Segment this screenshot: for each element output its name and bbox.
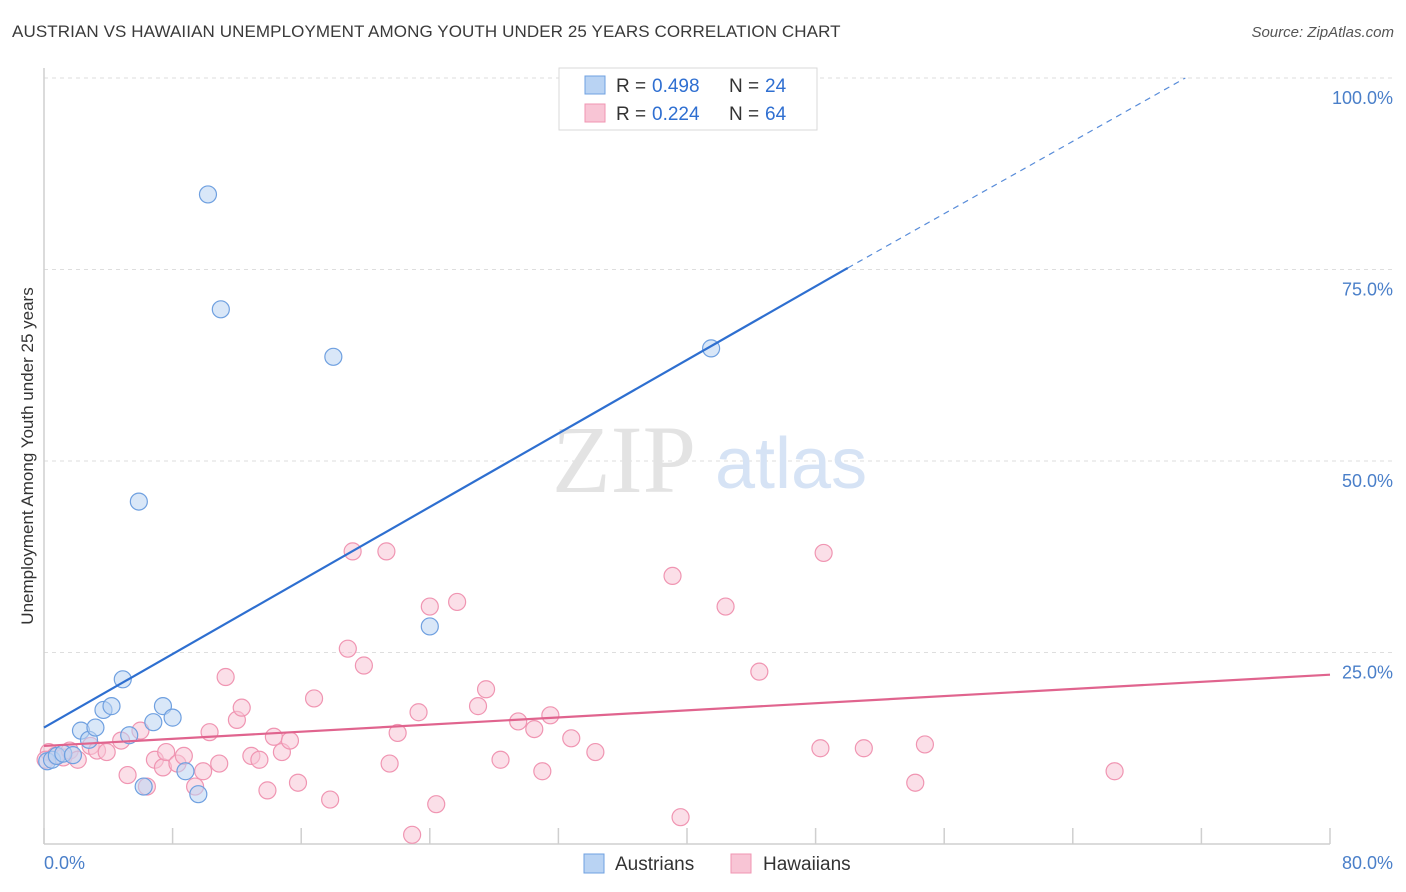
hawaiians-point-55 bbox=[716, 597, 735, 616]
hawaiians-point-21 bbox=[216, 667, 235, 687]
austrians-point-22 bbox=[420, 617, 439, 636]
bottom-legend-label-austrians: Austrians bbox=[615, 854, 694, 875]
austrians-point-12 bbox=[129, 492, 148, 511]
series-austrians-points bbox=[38, 185, 721, 804]
series-legend: Austrians Hawaiians bbox=[583, 853, 851, 875]
bottom-legend-label-hawaiians: Hawaiians bbox=[763, 854, 851, 875]
y-tick-label-50: 50.0% bbox=[1342, 471, 1393, 491]
trend-lines bbox=[43, 77, 1331, 748]
hawaiians-point-43 bbox=[448, 592, 467, 612]
hawaiians-point-44 bbox=[468, 697, 488, 716]
austrians-point-19 bbox=[198, 185, 218, 204]
austrians-point-16 bbox=[163, 708, 182, 727]
hawaiians-point-40 bbox=[409, 703, 428, 722]
austrians-point-4 bbox=[63, 746, 83, 765]
hawaiians-point-54 bbox=[671, 808, 690, 827]
hawaiians-point-53 bbox=[663, 566, 682, 586]
hawaiians-point-61 bbox=[915, 735, 935, 754]
legend-n-label-austrians: N = bbox=[729, 76, 759, 97]
hawaiians-point-14 bbox=[157, 742, 176, 762]
hawaiians-point-27 bbox=[264, 727, 283, 746]
hawaiians-point-41 bbox=[420, 597, 439, 616]
legend-n-value-austrians: 24 bbox=[765, 76, 787, 97]
hawaiians-point-29 bbox=[280, 731, 300, 750]
austrians-point-11 bbox=[120, 726, 139, 745]
austrians-point-7 bbox=[86, 718, 105, 737]
hawaiians-point-47 bbox=[509, 712, 528, 731]
hawaiians-point-35 bbox=[354, 656, 373, 675]
hawaiians-point-33 bbox=[338, 639, 357, 658]
y-axis-label: Unemployment Among Youth under 25 years bbox=[18, 287, 37, 624]
hawaiians-point-16 bbox=[174, 746, 193, 766]
hawaiians-point-25 bbox=[250, 750, 269, 769]
hawaiians-point-39 bbox=[403, 825, 422, 844]
austrians-point-17 bbox=[176, 762, 195, 781]
hawaiians-point-20 bbox=[210, 754, 229, 773]
legend-r-value-austrians: 0.498 bbox=[652, 76, 700, 97]
austrians-point-20 bbox=[211, 300, 230, 319]
hawaiians-point-38 bbox=[388, 723, 407, 743]
austrians-point-13 bbox=[134, 777, 153, 796]
legend-n-value-hawaiians: 64 bbox=[765, 104, 787, 125]
hawaiians-point-51 bbox=[562, 729, 581, 748]
hawaiians-point-26 bbox=[258, 781, 277, 800]
hawaiians-point-36 bbox=[377, 542, 396, 561]
hawaiians-point-60 bbox=[906, 773, 925, 792]
austrians-trend-extension bbox=[847, 77, 1186, 269]
hawaiians-point-52 bbox=[586, 742, 605, 762]
watermark-atlas: atlas bbox=[715, 424, 867, 504]
hawaiians-point-31 bbox=[304, 689, 324, 708]
hawaiians-point-23 bbox=[232, 698, 251, 717]
y-tick-label-75: 75.0% bbox=[1342, 280, 1393, 300]
y-tick-labels: 100.0% 75.0% 50.0% 25.0% bbox=[1332, 88, 1393, 683]
chart-source: Source: ZipAtlas.com bbox=[1251, 24, 1394, 41]
y-tick-label-25: 25.0% bbox=[1342, 663, 1393, 683]
hawaiians-point-7 bbox=[97, 742, 116, 762]
hawaiians-point-42 bbox=[427, 795, 446, 814]
chart-title: AUSTRIAN VS HAWAIIAN UNEMPLOYMENT AMONG … bbox=[12, 22, 841, 41]
hawaiians-point-46 bbox=[491, 750, 510, 769]
hawaiians-point-56 bbox=[750, 662, 769, 681]
legend-swatch-austrians bbox=[584, 75, 606, 95]
hawaiians-point-62 bbox=[1105, 762, 1124, 781]
x-tick-label-min: 0.0% bbox=[44, 853, 85, 873]
hawaiians-point-48 bbox=[525, 719, 544, 739]
legend-r-label-austrians: R = bbox=[616, 76, 646, 97]
hawaiians-point-50 bbox=[541, 706, 560, 725]
austrians-trend-line bbox=[43, 267, 849, 729]
austrians-point-9 bbox=[102, 697, 121, 716]
y-tick-label-100: 100.0% bbox=[1332, 88, 1393, 108]
hawaiians-point-57 bbox=[811, 739, 830, 758]
hawaiians-point-18 bbox=[194, 762, 213, 781]
hawaiians-point-45 bbox=[476, 680, 496, 699]
watermark: ZIP atlas bbox=[552, 406, 867, 513]
x-tick-label-max: 80.0% bbox=[1342, 853, 1393, 873]
x-axis-ticks bbox=[43, 828, 1331, 844]
hawaiians-point-9 bbox=[118, 765, 137, 785]
legend-r-value-hawaiians: 0.224 bbox=[652, 104, 700, 125]
correlation-legend: R = 0.498 N = 24 R = 0.224 N = 64 bbox=[558, 67, 818, 131]
legend-n-label-hawaiians: N = bbox=[729, 104, 759, 125]
hawaiians-trend-line bbox=[43, 673, 1331, 748]
hawaiians-point-32 bbox=[321, 790, 340, 809]
legend-r-label-hawaiians: R = bbox=[616, 104, 646, 125]
bottom-legend-swatch-austrians bbox=[583, 853, 605, 874]
grid bbox=[44, 77, 1392, 653]
austrians-point-14 bbox=[144, 713, 163, 732]
watermark-zip: ZIP bbox=[552, 406, 696, 513]
austrians-point-21 bbox=[324, 347, 343, 366]
hawaiians-point-58 bbox=[814, 543, 833, 563]
legend-swatch-hawaiians bbox=[584, 103, 606, 123]
bottom-legend-swatch-hawaiians bbox=[730, 853, 752, 874]
hawaiians-point-37 bbox=[380, 754, 399, 773]
austrians-point-10 bbox=[113, 670, 132, 689]
hawaiians-point-49 bbox=[533, 762, 552, 781]
hawaiians-point-59 bbox=[854, 739, 873, 758]
hawaiians-point-30 bbox=[288, 773, 308, 792]
austrians-point-18 bbox=[189, 785, 208, 804]
